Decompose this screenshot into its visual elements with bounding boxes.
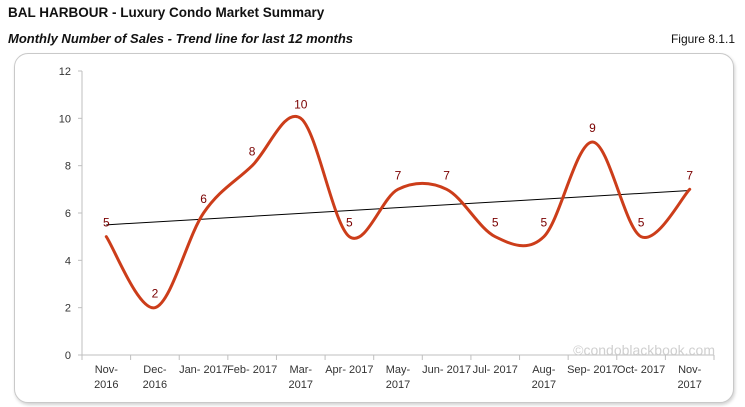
trend-line-group [106,190,690,226]
trend-line [106,190,690,226]
x-tick-label: Jun- 2017 [422,364,471,376]
data-label: 7 [686,168,693,182]
data-labels-group: 5 2 6 8 10 5 7 7 5 5 9 5 7 [103,97,693,301]
data-label: 6 [200,192,207,206]
chart-axes: 0 2 4 6 8 10 12 Nov-2016 Dec-2016 Jan- 2017 Feb- 2… [59,66,715,391]
data-label: 5 [638,216,645,230]
y-tick-label: 12 [59,66,71,78]
data-label: 5 [541,216,548,230]
y-tick-label: 6 [65,208,71,220]
y-tick-label: 8 [65,161,71,173]
x-tick-label: Dec-2016 [143,364,167,391]
data-label: 10 [294,97,308,111]
x-tick-label: Mar-2017 [289,364,313,391]
x-tick-label: Nov-2017 [677,364,701,391]
data-label: 9 [589,121,596,135]
data-label: 7 [443,168,450,182]
series-group [104,114,692,310]
data-label: 2 [152,287,159,301]
sales-series-line [104,114,692,310]
x-tick-label: Jul- 2017 [473,364,518,376]
data-label: 8 [249,145,256,159]
x-tick-label: Oct- 2017 [617,364,665,376]
y-tick-label: 10 [59,113,71,125]
chart-panel [14,53,734,403]
x-tick-label: Sep- 2017 [567,364,618,376]
y-tick-label: 0 [65,350,71,362]
x-tick-label: Apr- 2017 [325,364,373,376]
y-tick-label: 2 [65,303,71,315]
y-tick-label: 4 [65,255,71,267]
watermark: ©condoblackbook.com [573,342,715,358]
data-label: 5 [346,216,353,230]
chart-header-title: BAL HARBOUR - Luxury Condo Market Summar… [8,5,325,20]
data-label: 7 [395,168,402,182]
x-tick-label: Nov-2016 [94,364,118,391]
chart-subtitle: Monthly Number of Sales - Trend line for… [8,31,354,46]
data-label: 5 [103,216,110,230]
x-tick-label: Aug-2017 [532,364,556,391]
data-label: 5 [492,216,499,230]
x-tick-label: Jan- 2017 [179,364,228,376]
x-tick-label: May-2017 [386,364,411,391]
figure-label: Figure 8.1.1 [670,32,735,46]
x-tick-label: Feb- 2017 [227,364,277,376]
